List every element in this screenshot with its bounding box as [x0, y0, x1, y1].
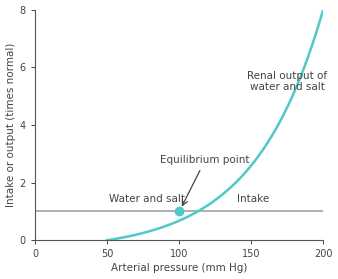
Text: Water and salt: Water and salt: [110, 194, 186, 204]
Y-axis label: Intake or output (times normal): Intake or output (times normal): [5, 43, 16, 207]
Text: Renal output of
water and salt: Renal output of water and salt: [247, 71, 327, 92]
Text: Equilibrium point: Equilibrium point: [160, 155, 250, 205]
X-axis label: Arterial pressure (mm Hg): Arterial pressure (mm Hg): [111, 263, 247, 273]
Text: Intake: Intake: [237, 194, 269, 204]
